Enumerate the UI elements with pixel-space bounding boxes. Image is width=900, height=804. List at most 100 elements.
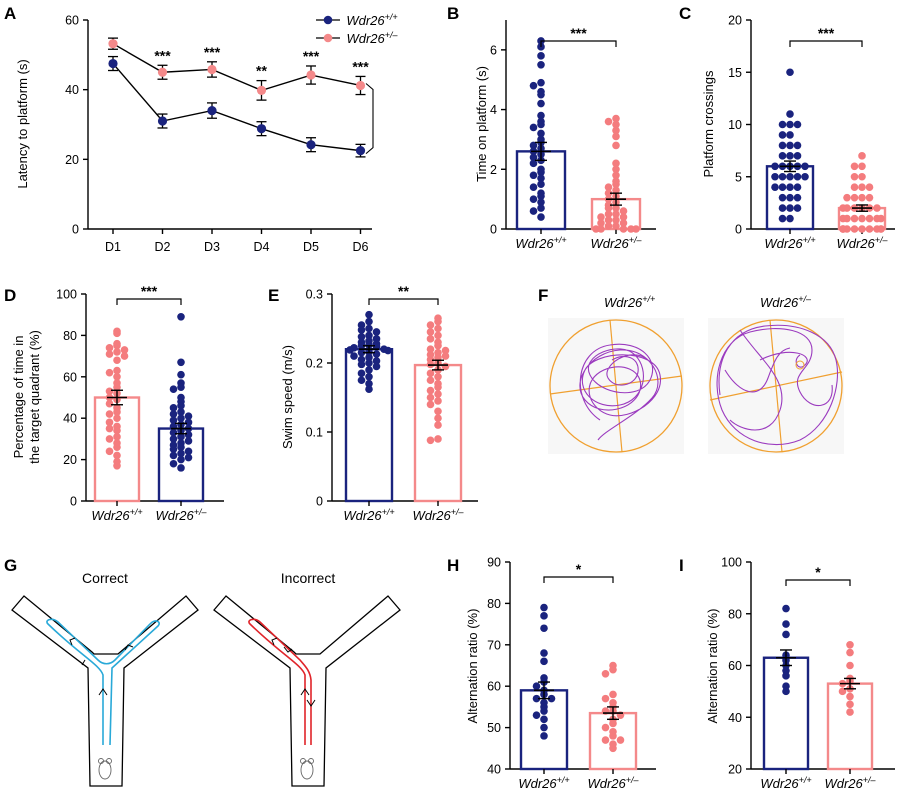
data-point-E [426,376,435,385]
data-point-0 [207,105,217,116]
x-tick-label-a: D1 [105,240,121,254]
data-point-1 [355,80,366,91]
data-point-C [793,141,802,150]
legend-label-1: Wdr26+/– [346,30,398,46]
data-point-1 [207,64,217,75]
data-point-E [426,328,435,336]
data-point-B [537,192,545,200]
data-point-D [105,387,114,396]
y-tick-label-I: 60 [728,659,742,673]
data-point-I [846,648,854,657]
data-point-D [169,459,178,468]
x-tick-label-a: D5 [303,240,319,254]
y-tick-label-E: 0.3 [306,288,323,302]
data-point-D [113,348,121,356]
significance-label-B: *** [570,25,587,41]
y-tick-label-D: 100 [56,288,77,302]
data-point-I [782,604,790,613]
data-point-H [609,719,617,728]
data-point-E [346,346,354,354]
data-point-E [357,360,366,369]
data-point-D [113,451,121,460]
data-point-B [619,207,628,215]
data-point-B [537,129,545,138]
data-point-H [609,732,617,740]
data-point-I [846,700,854,709]
data-point-C [786,214,794,223]
data-point-B [537,180,545,189]
data-point-E [365,324,373,333]
data-point-D [113,426,121,435]
data-point-I [782,620,790,628]
data-point-E [426,386,435,395]
data-point-D [177,358,185,367]
data-point-D [177,383,185,391]
data-point-D [113,383,121,391]
data-point-H [540,715,548,724]
data-point-B [537,174,545,183]
data-point-D [177,408,185,416]
data-point-C [786,68,794,77]
data-point-I [782,672,790,680]
data-point-E [357,332,366,341]
category-label-B-0: Wdr26+/+ [515,235,566,251]
data-point-C [778,120,787,129]
legend-marker-1 [323,33,333,43]
data-point-C [786,110,794,118]
data-point-D [169,385,178,394]
significance-bracket-H [543,576,614,583]
data-point-B [604,210,613,218]
data-point-D [113,408,121,416]
data-point-B [604,222,613,230]
data-point-B [537,52,545,60]
data-point-B [604,216,613,224]
data-point-D [105,418,114,427]
data-point-D [113,373,121,381]
y-tick-label-B: 6 [490,43,497,57]
data-point-C [865,183,874,191]
data-point-C [793,120,802,129]
y-tick-label-a: 0 [72,223,79,237]
y-tick-label-E: 0 [316,495,323,509]
data-point-C [858,214,866,223]
data-point-E [441,362,450,371]
data-point-C [858,225,866,233]
data-point-C [786,152,794,160]
data-point-C [850,214,859,223]
data-point-E [357,369,366,378]
data-point-E [357,326,366,334]
data-point-C [793,172,802,181]
panel-g-y-maze: Correct Incorrect [11,570,401,787]
data-point-E [350,352,358,360]
data-point-B [529,81,538,90]
data-point-C [778,193,787,202]
significance-bracket-D [116,298,182,305]
data-point-D [105,410,114,418]
data-point-D [177,433,185,441]
significance-label-a: *** [204,44,221,60]
data-point-B [612,120,620,129]
data-point-D [184,412,193,420]
data-point-B [612,141,620,150]
data-point-C [778,152,787,160]
y-tick-label-I: 20 [728,763,742,777]
correct-path [46,618,160,746]
y-axis-label-E: Swim speed (m/s) [280,345,295,449]
data-point-H [540,649,548,657]
data-point-H [532,694,541,703]
data-point-D [113,366,121,375]
platform-marker-het [795,360,805,370]
data-point-C [771,183,779,191]
category-label-E-0: Wdr26+/+ [343,507,394,523]
y-tick-label-C: 20 [728,14,742,28]
data-point-D [169,428,178,437]
significance-bracket-B [540,40,617,47]
data-point-D [105,435,114,443]
data-point-E [426,369,435,378]
pool-circle-wt [549,319,683,453]
data-point-E [434,353,442,362]
panel-label-e: E [268,286,279,305]
data-point-C [793,204,802,212]
data-point-H [532,682,541,690]
